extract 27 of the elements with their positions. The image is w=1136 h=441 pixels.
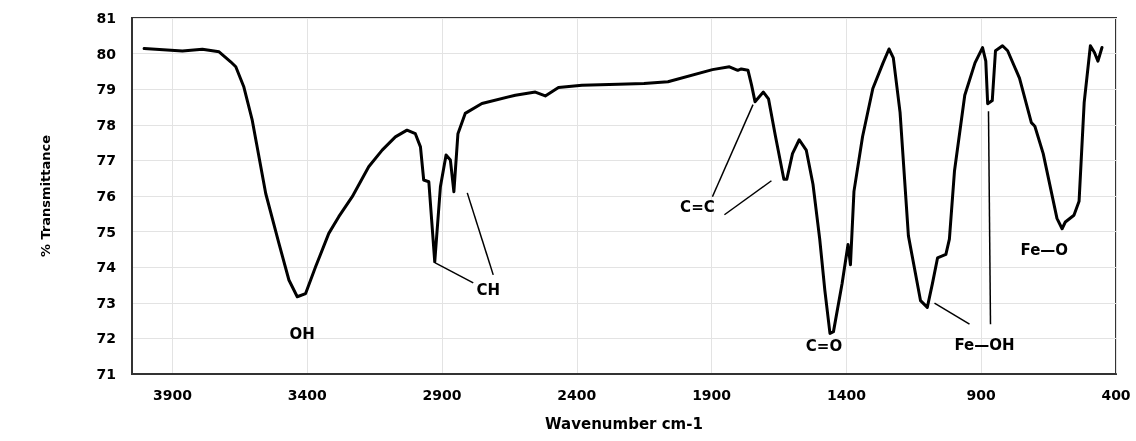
x-tick-label: 1400 bbox=[826, 387, 867, 403]
y-tick-label: 75 bbox=[96, 223, 116, 240]
y-tick-label: 80 bbox=[96, 45, 117, 62]
x-tick-label: 2900 bbox=[422, 387, 462, 403]
y-tick-label: 73 bbox=[96, 294, 116, 311]
y-tick-label: 71 bbox=[96, 366, 116, 382]
x-tick-label: 1900 bbox=[692, 387, 732, 403]
y-tick-label: 76 bbox=[96, 188, 116, 204]
y-tick-label: 77 bbox=[96, 152, 116, 169]
annotation: Fe—O bbox=[1020, 240, 1069, 259]
x-axis-title: Wavenumber cm-1 bbox=[545, 414, 703, 433]
annotation: OH bbox=[289, 324, 315, 343]
y-tick-label: 72 bbox=[96, 330, 116, 347]
x-tick-label: 3900 bbox=[152, 387, 193, 403]
y-tick-label: 78 bbox=[96, 116, 116, 133]
y-tick-label: 74 bbox=[96, 259, 117, 276]
annotation: C=O bbox=[805, 336, 843, 355]
y-axis-title: % Transmittance bbox=[38, 134, 53, 258]
x-tick-label: 900 bbox=[966, 387, 997, 403]
y-tick-label: 79 bbox=[96, 81, 116, 98]
x-tick-label: 400 bbox=[1101, 387, 1131, 403]
y-tick-label: 81 bbox=[96, 10, 116, 26]
x-tick-label: 3400 bbox=[287, 387, 327, 403]
annotation: Fe—OH bbox=[954, 336, 1015, 355]
annotation: CH bbox=[476, 280, 501, 299]
annotation: C=C bbox=[680, 197, 715, 216]
x-tick-label: 2400 bbox=[557, 387, 597, 403]
